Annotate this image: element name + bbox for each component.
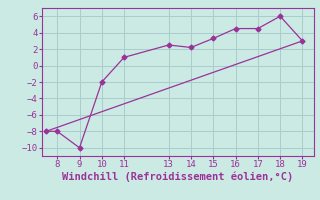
X-axis label: Windchill (Refroidissement éolien,°C): Windchill (Refroidissement éolien,°C) [62, 172, 293, 182]
